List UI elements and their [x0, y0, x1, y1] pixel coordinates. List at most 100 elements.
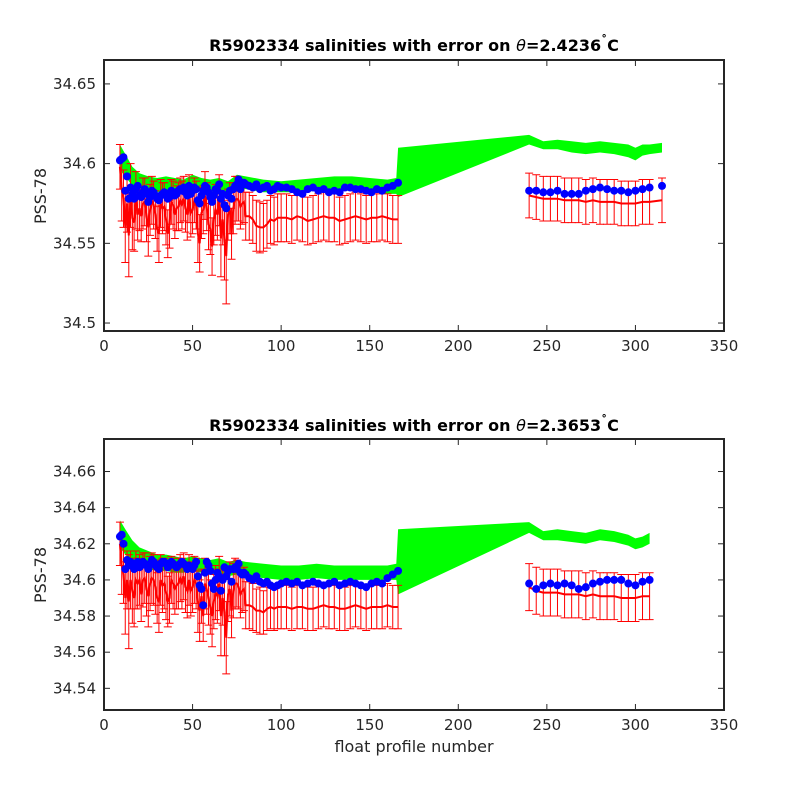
float-salinity-point	[581, 186, 590, 195]
x-tick-label: 300	[621, 716, 650, 734]
float-salinity-point	[532, 186, 541, 195]
y-tick-label: 34.58	[53, 607, 96, 625]
float-salinity-point	[560, 579, 569, 588]
float-salinity-point	[588, 185, 597, 194]
float-salinity-point	[624, 188, 633, 197]
y-tick-label: 34.56	[53, 643, 96, 661]
float-salinity-point	[567, 189, 576, 198]
float-salinity-point	[335, 188, 344, 197]
float-salinity-point	[645, 575, 654, 584]
x-tick-label: 50	[183, 716, 202, 734]
x-tick-label: 0	[99, 337, 109, 355]
float-salinity-point	[567, 581, 576, 590]
axis-ticks: 0 50 100 150 200 250 300 350 34.5 34.55 34.6 34.65	[53, 60, 738, 355]
float-salinity-point	[617, 186, 626, 195]
x-tick-label: 0	[99, 716, 109, 734]
float-salinity-point	[624, 579, 633, 588]
float-salinity-point	[574, 584, 583, 593]
chart-title: R5902334 salinities with error on θ=2.36…	[209, 413, 619, 435]
float-salinity-point	[298, 189, 307, 198]
y-tick-label: 34.55	[53, 234, 96, 252]
float-salinity-point	[596, 183, 604, 192]
axes-box	[103, 59, 725, 332]
float-salinity-point	[378, 579, 387, 588]
x-tick-label: 250	[533, 337, 562, 355]
float-salinity-point	[193, 572, 202, 581]
float-salinity-point	[596, 577, 604, 586]
float-salinity-point	[206, 566, 215, 575]
float-salinity-point	[394, 178, 403, 187]
x-tick-label: 200	[444, 337, 473, 355]
y-tick-label: 34.66	[53, 463, 96, 481]
float-salinity-point	[227, 577, 236, 586]
float-salinity-point	[603, 575, 612, 584]
float-salinity-point	[216, 586, 225, 595]
float-salinity-point	[574, 189, 583, 198]
x-tick-label: 150	[355, 716, 384, 734]
y-tick-label: 34.54	[53, 679, 96, 697]
float-salinity-point	[197, 584, 206, 593]
float-salinity-point	[222, 204, 231, 213]
float-salinity-point	[588, 579, 597, 588]
x-tick-label: 250	[533, 716, 562, 734]
float-salinity-point	[195, 199, 204, 208]
float-salinity-point	[645, 183, 654, 192]
x-tick-label: 50	[183, 337, 202, 355]
x-tick-label: 300	[621, 337, 650, 355]
x-tick-label: 100	[267, 716, 296, 734]
float-salinity-point	[525, 186, 534, 195]
float-salinity-point	[546, 579, 555, 588]
plot-area	[115, 520, 654, 675]
mapped-salinity-line	[118, 543, 399, 638]
axis-ticks: 0 50 100 150 200 250 300 350 34.54 34.56 34.58 34.6…	[53, 439, 738, 734]
float-salinity-point	[603, 185, 612, 194]
float-salinity-point	[617, 575, 626, 584]
float-salinity-point	[546, 188, 555, 197]
chart-title: R5902334 salinities with error on θ=2.42…	[209, 33, 619, 55]
axes-box	[103, 438, 725, 711]
y-axis-label: PSS-78	[31, 168, 50, 224]
float-salinity-point	[117, 530, 126, 539]
float-salinity-point	[631, 581, 640, 590]
float-salinity-point	[192, 185, 201, 194]
float-salinity-point	[119, 539, 128, 548]
float-salinity-point	[631, 186, 640, 195]
float-salinity-point	[227, 194, 236, 203]
float-salinity-point	[610, 186, 619, 195]
float-salinity-point	[133, 181, 142, 190]
float-salinity-point	[539, 581, 548, 590]
float-salinity-point	[123, 172, 132, 181]
mapped-salinity-line	[118, 166, 399, 257]
float-salinity-point	[610, 575, 619, 584]
chart-panel-bottom: R5902334 salinities with error on θ=2.36…	[31, 413, 738, 756]
x-tick-label: 200	[444, 716, 473, 734]
float-salinity-point	[539, 188, 548, 197]
y-tick-label: 34.6	[63, 155, 96, 173]
float-salinity-point	[638, 577, 647, 586]
float-salinity-point	[208, 197, 217, 206]
y-tick-label: 34.6	[63, 571, 96, 589]
mapped-salinity-line	[528, 586, 650, 599]
y-tick-label: 34.62	[53, 535, 96, 553]
x-tick-label: 350	[710, 716, 739, 734]
float-salinity-point	[525, 579, 534, 588]
float-salinity-point	[638, 185, 647, 194]
x-axis-label: float profile number	[334, 737, 494, 756]
float-salinity-point	[553, 186, 562, 195]
float-salinity-point	[532, 584, 541, 593]
float-salinity-point	[553, 581, 562, 590]
float-salinity-point	[234, 559, 243, 568]
float-salinity-point	[394, 566, 403, 575]
y-tick-label: 34.65	[53, 75, 96, 93]
float-salinity-point	[199, 601, 208, 610]
x-tick-label: 350	[710, 337, 739, 355]
x-tick-label: 100	[267, 337, 296, 355]
float-salinity-point	[209, 584, 218, 593]
x-tick-label: 150	[355, 337, 384, 355]
float-salinity-point	[215, 180, 224, 189]
y-tick-label: 34.64	[53, 499, 96, 517]
y-axis-label: PSS-78	[31, 547, 50, 603]
float-salinity-point	[192, 557, 201, 566]
chart-panel-top: R5902334 salinities with error on θ=2.42…	[31, 33, 738, 355]
